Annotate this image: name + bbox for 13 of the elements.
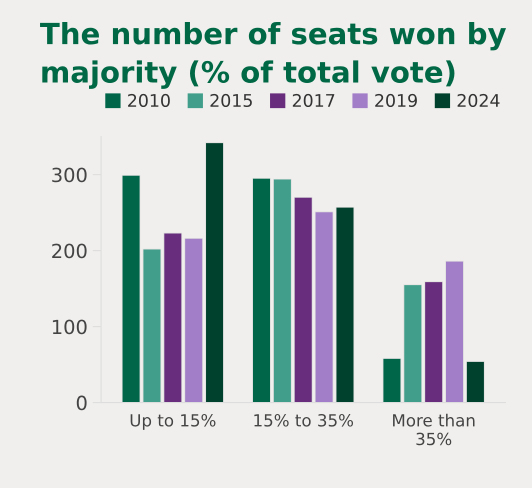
y-tick-label: 300 — [52, 168, 87, 182]
y-tick-label: 200 — [52, 244, 87, 258]
y-tick-label: 0 — [76, 396, 87, 410]
legend-label: 2024 — [458, 94, 500, 108]
y-tick-label: 100 — [52, 320, 87, 334]
legend-label: 2015 — [210, 94, 252, 108]
chart-title: The number of seats won by majority (% of total vote) — [40, 22, 506, 89]
legend-label: 2017 — [292, 94, 334, 108]
x-tick-label: More than 35% — [393, 414, 474, 446]
legend-label: 2019 — [375, 94, 417, 108]
x-tick-label: 15% to 35% — [254, 414, 354, 427]
legend-label: 2010 — [128, 94, 170, 108]
x-tick-label: Up to 15% — [130, 414, 216, 430]
